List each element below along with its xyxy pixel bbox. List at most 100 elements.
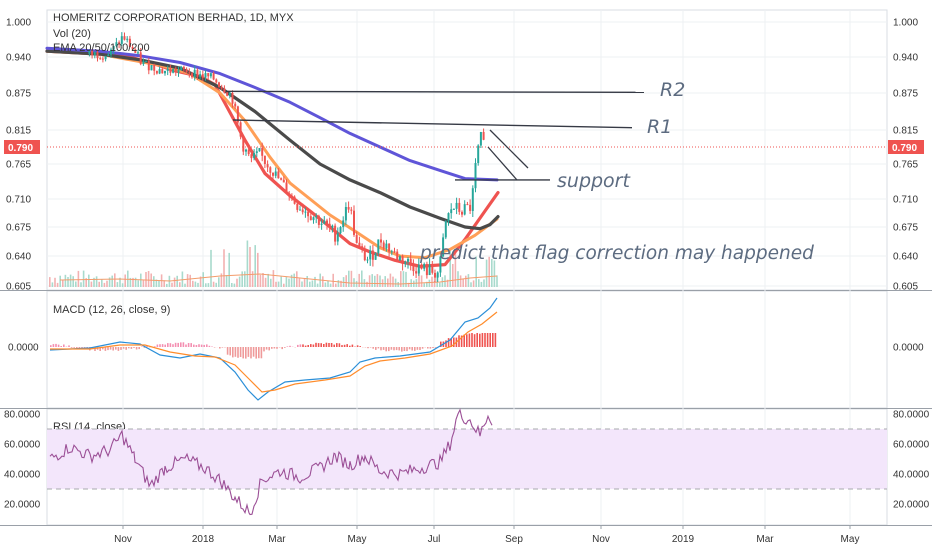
macd-histogram-bar [435,347,437,348]
candle-body [464,204,466,214]
macd-histogram-bar [175,343,177,347]
macd-histogram-bar [188,343,190,347]
y-tick-label-left: 0.640 [6,252,31,263]
candle-body [277,172,279,179]
macd-histogram-bar [118,347,120,351]
candle-body [367,260,369,261]
volume-bar [423,283,425,287]
candle-body [375,253,377,260]
macd-histogram-bar [474,334,476,347]
volume-bar [293,274,295,287]
volume-bar [327,281,329,287]
candle-body [383,243,385,249]
macd-histogram-bar [138,347,140,349]
macd-histogram-bar [359,346,361,347]
candle-body [291,196,293,197]
candle-body [404,262,406,264]
volume-bar [72,276,74,287]
candle-body [245,150,247,152]
macd-histogram-bar [492,333,494,347]
volume-bar [117,282,119,287]
volume-bar [236,279,238,287]
candle-body [396,252,398,261]
volume-bar [260,275,262,287]
candle-body [364,249,366,261]
x-tick-label: Nov [592,534,610,545]
volume-bar [70,275,72,287]
volume-bar [247,241,249,288]
macd-histogram-bar [266,347,268,350]
x-tick-label: Mar [268,534,286,545]
volume-bar [49,277,51,287]
macd-histogram-bar [378,347,380,348]
y-tick-label-right: 0.675 [893,223,918,234]
volume-bar [325,283,327,288]
macd-histogram-bar [476,333,478,347]
volume-bar [223,249,225,287]
macd-histogram-bar [185,345,187,348]
macd-histogram-bar [398,347,400,350]
volume-bar [249,247,251,287]
macd-histogram-bar [352,345,354,347]
candle-body [337,233,339,241]
macd-histogram-bar [349,346,351,347]
macd-histogram-bar [281,347,283,349]
volume-bar [473,280,475,287]
rsi-tick-right: 80.0000 [893,410,930,421]
macd-histogram-bar [55,344,57,347]
volume-bar [361,271,363,288]
volume-bar [312,281,314,288]
candle-body [240,122,242,136]
x-tick-label: Mar [756,534,774,545]
volume-bar [244,271,246,287]
macd-histogram-bar [404,347,406,351]
volume-bar [496,275,498,287]
candle-body [296,204,298,210]
candle-body [199,74,201,77]
volume-bar [270,279,272,287]
volume-bar [439,283,441,287]
candle-body [307,212,309,217]
candle-body [188,72,190,73]
volume-bar [273,270,275,287]
macd-histogram-bar [346,344,348,347]
candle-body [410,259,412,264]
volume-bar [62,280,64,287]
macd-histogram-bar [183,342,185,347]
volume-bar [171,283,173,287]
volume-bar [374,276,376,287]
volume-bar [460,275,462,287]
macd-histogram-bar [320,343,322,347]
candle-body [191,73,193,77]
volume-bar [101,279,103,287]
macd-histogram-bar [422,347,424,349]
candle-body [483,132,485,140]
y-tick-label-left: 0.765 [6,160,31,171]
candle-body [126,39,128,40]
volume-bar [301,282,303,288]
y-tick-label-left: 0.875 [6,89,31,100]
macd-histogram-bar [53,344,55,347]
candle-body [175,69,177,73]
candle-body [261,148,263,156]
macd-histogram-bar [419,347,421,350]
candle-body [259,148,261,151]
volume-bar [176,276,178,287]
rsi-band [47,429,887,489]
volume-bar [234,284,236,287]
macd-histogram-bar [107,347,109,350]
candle-body [207,73,209,76]
volume-bar [145,272,147,287]
macd-histogram-bar [411,347,413,351]
macd-histogram-bar [255,347,257,359]
candle-body [423,264,425,269]
macd-histogram-bar [131,347,133,349]
volume-bar [122,283,124,287]
volume-bar [205,283,207,287]
volume-bar [228,253,230,287]
x-tick-label: Jul [428,534,441,545]
volume-bar [104,283,106,287]
volume-bar [197,283,199,287]
candle-body [102,59,104,60]
